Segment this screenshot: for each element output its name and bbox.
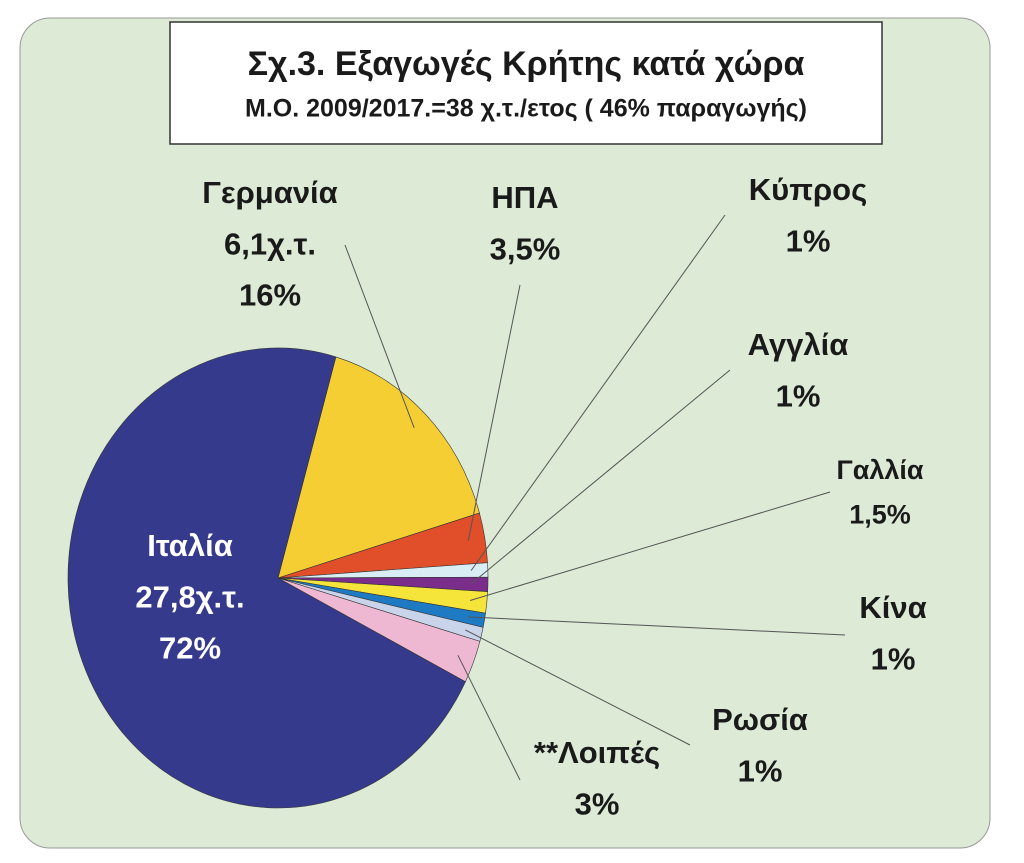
leader-line: [465, 629, 691, 746]
slice-label: Κύπρος: [749, 172, 867, 207]
slice-label: Ιταλία: [147, 528, 233, 563]
slice-label: 1,5%: [849, 500, 911, 530]
slice-label: Κίνα: [859, 590, 926, 625]
slice-label: 3,5%: [490, 231, 561, 266]
slice-label: Γαλλία: [837, 455, 924, 485]
slice-label: **Λοιπές: [534, 735, 660, 770]
leader-line: [467, 284, 521, 541]
slice-label: 1%: [776, 378, 821, 413]
slice-label: 1%: [738, 753, 783, 788]
slice-label: Γερμανία: [202, 175, 337, 210]
leader-line: [467, 616, 846, 636]
leader-line: [344, 244, 415, 429]
leader-line: [470, 369, 731, 585]
leader-line: [457, 654, 521, 781]
slice-label: ΗΠΑ: [491, 180, 558, 215]
slice-label: Αγγλία: [748, 327, 849, 362]
pie-slice: [67, 347, 466, 809]
pie-slice: [277, 356, 480, 579]
slice-label: 1%: [786, 223, 831, 258]
slice-label: 3%: [575, 786, 620, 821]
slice-label: 16%: [239, 277, 301, 312]
chart-subtitle: Μ.Ο. 2009/2017.=38 χ.τ./ετος ( 46% παραγ…: [245, 95, 807, 123]
slice-label: 72%: [159, 630, 221, 665]
slice-label: 1%: [871, 641, 916, 676]
leader-line: [469, 491, 831, 601]
slice-label: 27,8χ.τ.: [135, 579, 244, 614]
title-box: [169, 21, 883, 145]
chart-title: Σχ.3. Εξαγωγές Κρήτης κατά χώρα: [248, 45, 805, 83]
slice-label: 6,1χ.τ.: [224, 226, 316, 261]
slice-label: Ρωσία: [712, 702, 808, 737]
leader-line: [470, 214, 726, 571]
